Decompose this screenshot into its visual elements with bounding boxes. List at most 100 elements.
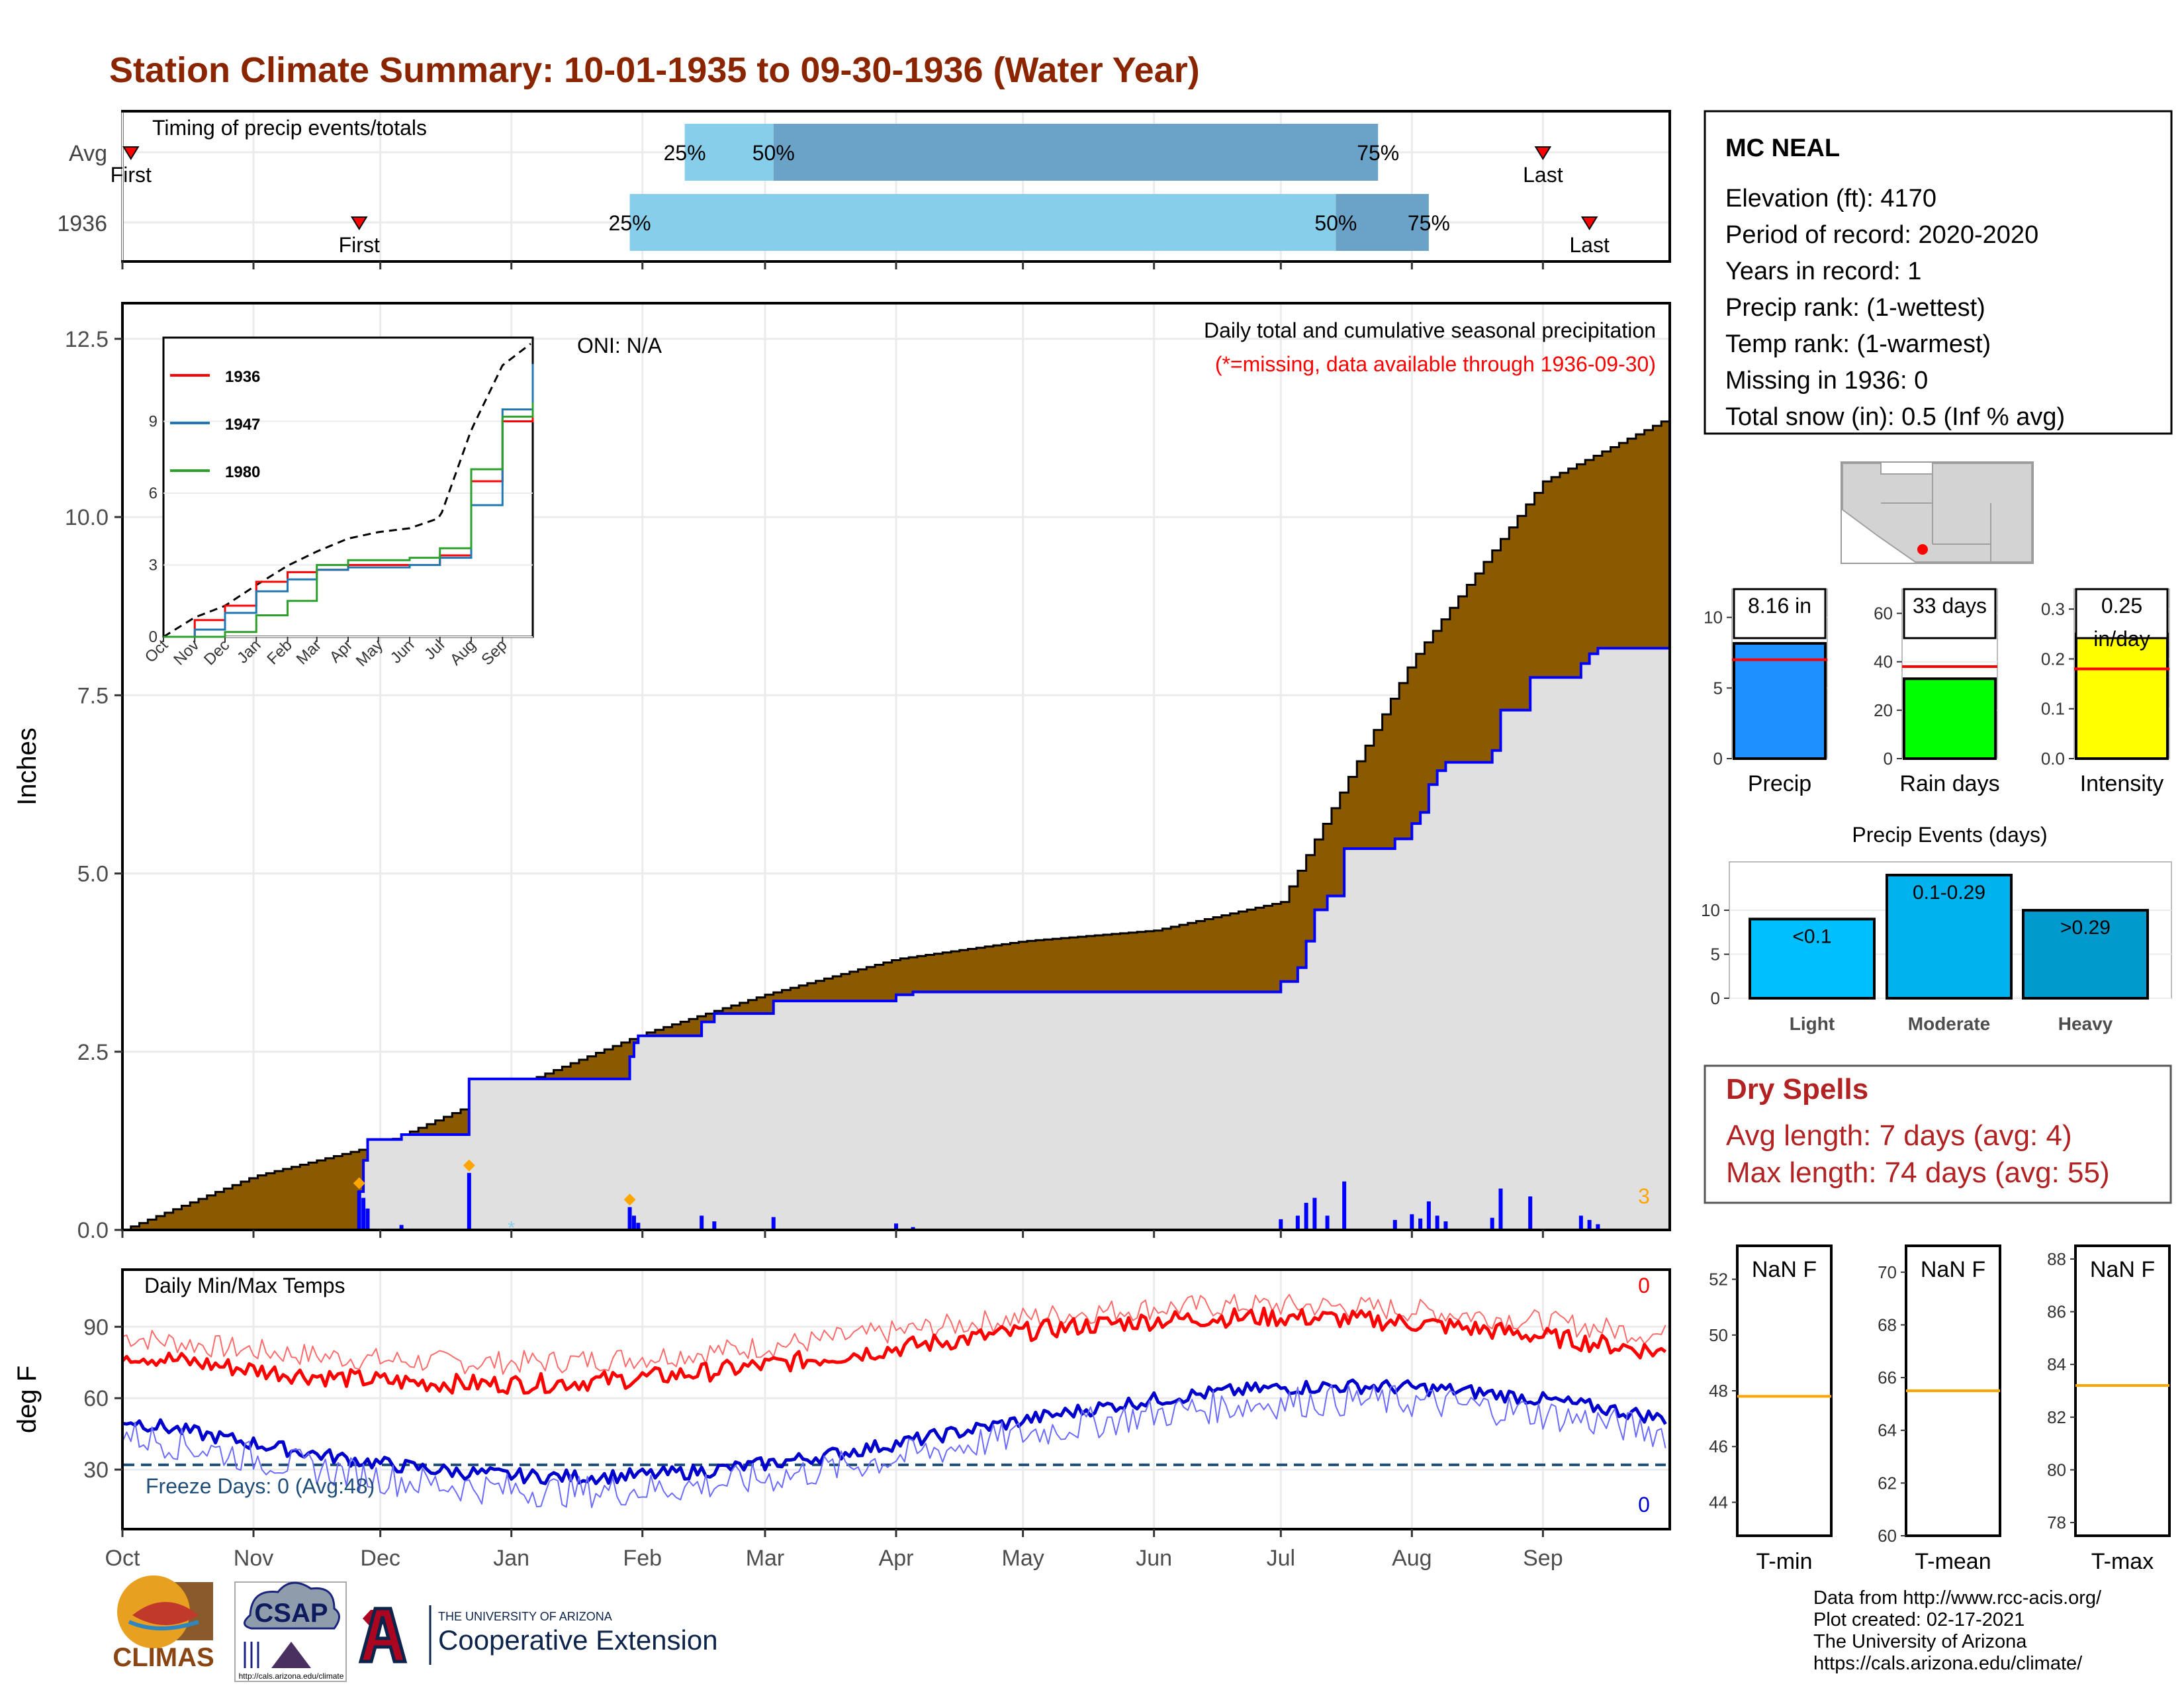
temp-box-frame xyxy=(1736,1244,1833,1537)
oni-label: ONI: N/A xyxy=(577,334,662,357)
dry-spells-avg: Avg length: 7 days (avg: 4) xyxy=(1726,1119,2072,1152)
mini-bar-tick-label: 10 xyxy=(1704,608,1723,628)
csap-logo-text: CSAP xyxy=(254,1599,328,1628)
cumulative-1936-area xyxy=(122,648,1670,1230)
temp-box-tick-label: 64 xyxy=(1878,1421,1897,1440)
daily-precip-bar xyxy=(636,1223,641,1230)
cumulative-1936-line xyxy=(122,647,1670,1231)
temp-box-value: NaN F xyxy=(1752,1257,1817,1282)
daily-precip-bar xyxy=(1279,1219,1283,1230)
first-event-marker xyxy=(122,146,140,160)
daily-precip-bar xyxy=(361,1197,366,1230)
last-event-marker xyxy=(1534,146,1552,160)
daily-precip-bar xyxy=(1418,1218,1423,1230)
month-label: May xyxy=(1002,1546,1044,1571)
temp-y-axis: 30 60 90 xyxy=(83,1315,122,1483)
avg-min-temp-line xyxy=(122,1384,1666,1509)
cumulative-avg-area xyxy=(122,417,1671,1231)
daily-precip-bar xyxy=(894,1223,898,1230)
mini-bar-value-box xyxy=(2075,588,2169,639)
footer-line-created: Plot created: 02-17-2021 xyxy=(1813,1609,2025,1630)
daily-precip-bar xyxy=(1426,1201,1431,1230)
climas-logo: CLIMAS xyxy=(113,1575,214,1672)
mini-bar-tick-label: 0.3 xyxy=(2041,599,2065,619)
first-event-label: First xyxy=(111,163,152,187)
month-label: Apr xyxy=(879,1546,914,1571)
map-state-shape xyxy=(1842,463,2032,563)
temp-box-tick-label: 52 xyxy=(1709,1270,1728,1289)
min-temp-line xyxy=(122,1378,1667,1485)
temp-box-tick-label: 82 xyxy=(2047,1407,2066,1427)
month-axis-labels: Oct Nov Dec Jan Feb Mar Apr May Jun Jul Aug Sep xyxy=(105,1529,1563,1571)
temp-panel-label: Daily Min/Max Temps xyxy=(144,1274,345,1297)
timing-label-75: 75% xyxy=(1408,211,1450,235)
mini-bar-tick-label: 0 xyxy=(1713,749,1723,769)
missing-star-marker: * xyxy=(508,1217,515,1238)
page-title: Station Climate Summary: 10-01-1935 to 0… xyxy=(109,50,1200,90)
daily-precip-bar xyxy=(1498,1188,1503,1230)
mini-bar-precip xyxy=(1733,641,1827,760)
mini-bar-tick-label: 5 xyxy=(1713,678,1723,698)
temperature-boxes: 44 46 48 50 52 NaN F T-min 60 62 64 66 68 70 NaN F T-m… xyxy=(1709,1244,2171,1574)
daily-precip-bar xyxy=(1295,1215,1300,1230)
daily-precip-bar xyxy=(1587,1219,1592,1230)
precip-ytick-label: 2.5 xyxy=(77,1040,109,1065)
mini-bar-value-box xyxy=(1733,588,1827,639)
month-label: Oct xyxy=(105,1546,140,1571)
daily-precip-bar xyxy=(1312,1197,1317,1230)
timing-label-50: 50% xyxy=(1314,211,1357,235)
precip-ytick-label: 12.5 xyxy=(65,327,109,352)
inset-ytick-label: 6 xyxy=(149,485,158,502)
mini-bar-label: Intensity xyxy=(2080,771,2164,796)
mini-bar-value-box xyxy=(1903,588,1997,639)
last-event-marker xyxy=(1580,216,1598,230)
mini-bar-tick-label: 20 xyxy=(1874,700,1893,720)
daily-precip-bar xyxy=(1435,1215,1439,1230)
first-event-marker xyxy=(350,216,368,230)
ua-logo: THE UNIVERSITY OF ARIZONA Cooperative Ex… xyxy=(358,1605,718,1665)
daily-precip-bar xyxy=(1443,1221,1448,1230)
event-bar-label: Light xyxy=(1790,1013,1835,1034)
temp-box-label: T-min xyxy=(1756,1549,1813,1574)
timing-label-25: 25% xyxy=(609,211,651,235)
first-event-label: First xyxy=(339,233,380,257)
temp-panel: 30 60 90 deg F Daily Min/Max Temps 0 0 Fre… xyxy=(13,1268,1671,1571)
timing-row-1936-label: 1936 xyxy=(57,211,107,236)
mini-bar-value-unit: in/day xyxy=(2093,627,2150,651)
temp-min-missing: 0 xyxy=(1638,1493,1650,1517)
precip-missing-note: (*=missing, data available through 1936-… xyxy=(1215,352,1656,376)
temp-grid xyxy=(121,1271,1668,1528)
timing-label-25: 25% xyxy=(664,141,706,165)
events-tick-label: 0 xyxy=(1711,988,1720,1008)
mini-bar-tick-label: 0.2 xyxy=(2041,649,2065,669)
station-line-snow: Total snow (in): 0.5 (Inf % avg) xyxy=(1725,403,2065,431)
mini-bar-tick-label: 0.1 xyxy=(2041,699,2065,719)
event-bar-value: 0.1-0.29 xyxy=(1913,882,1985,904)
station-line-temp-rank: Temp rank: (1-warmest) xyxy=(1725,330,1991,358)
temp-box-tick-label: 70 xyxy=(1878,1262,1897,1282)
precip-panel: * 0.0 2.5 5.0 7.5 10.0 12.5 Inches Daily tota… xyxy=(13,302,1671,1243)
daily-precip-bar xyxy=(700,1215,704,1230)
daily-precip-bar xyxy=(712,1221,717,1230)
last-event-label: Last xyxy=(1569,233,1610,257)
dry-spells-box: Dry Spells Avg length: 7 days (avg: 4) M… xyxy=(1704,1064,2172,1204)
station-line-missing: Missing in 1936: 0 xyxy=(1725,367,1928,395)
temp-box-tick-label: 68 xyxy=(1878,1315,1897,1335)
daily-precip-bar xyxy=(1578,1215,1583,1230)
timing-panel: 25% 50% 75% First Last 25% 50% 75% First Last Tim… xyxy=(57,110,1671,269)
temp-box-tick-label: 88 xyxy=(2047,1249,2066,1269)
temp-ytick-label: 30 xyxy=(83,1458,109,1483)
temp-box-tick-label: 46 xyxy=(1709,1436,1728,1456)
inset-legend-1947: 1947 xyxy=(225,416,260,434)
mini-bar-value: 8.16 in xyxy=(1748,594,1811,618)
daily-precip-bars: * xyxy=(353,1159,1600,1238)
mini-bar-label: Precip xyxy=(1748,771,1811,796)
timing-bar-25-50 xyxy=(684,124,774,181)
ua-bottom-text: Cooperative Extension xyxy=(438,1624,718,1656)
temp-box-tick-label: 78 xyxy=(2047,1513,2066,1532)
footer-line-data: Data from http://www.rcc-acis.org/ xyxy=(1813,1587,2102,1609)
inset-ytick-label: 0 xyxy=(149,628,158,646)
month-label: Sep xyxy=(1523,1546,1563,1571)
temp-box-tick-label: 80 xyxy=(2047,1460,2066,1479)
